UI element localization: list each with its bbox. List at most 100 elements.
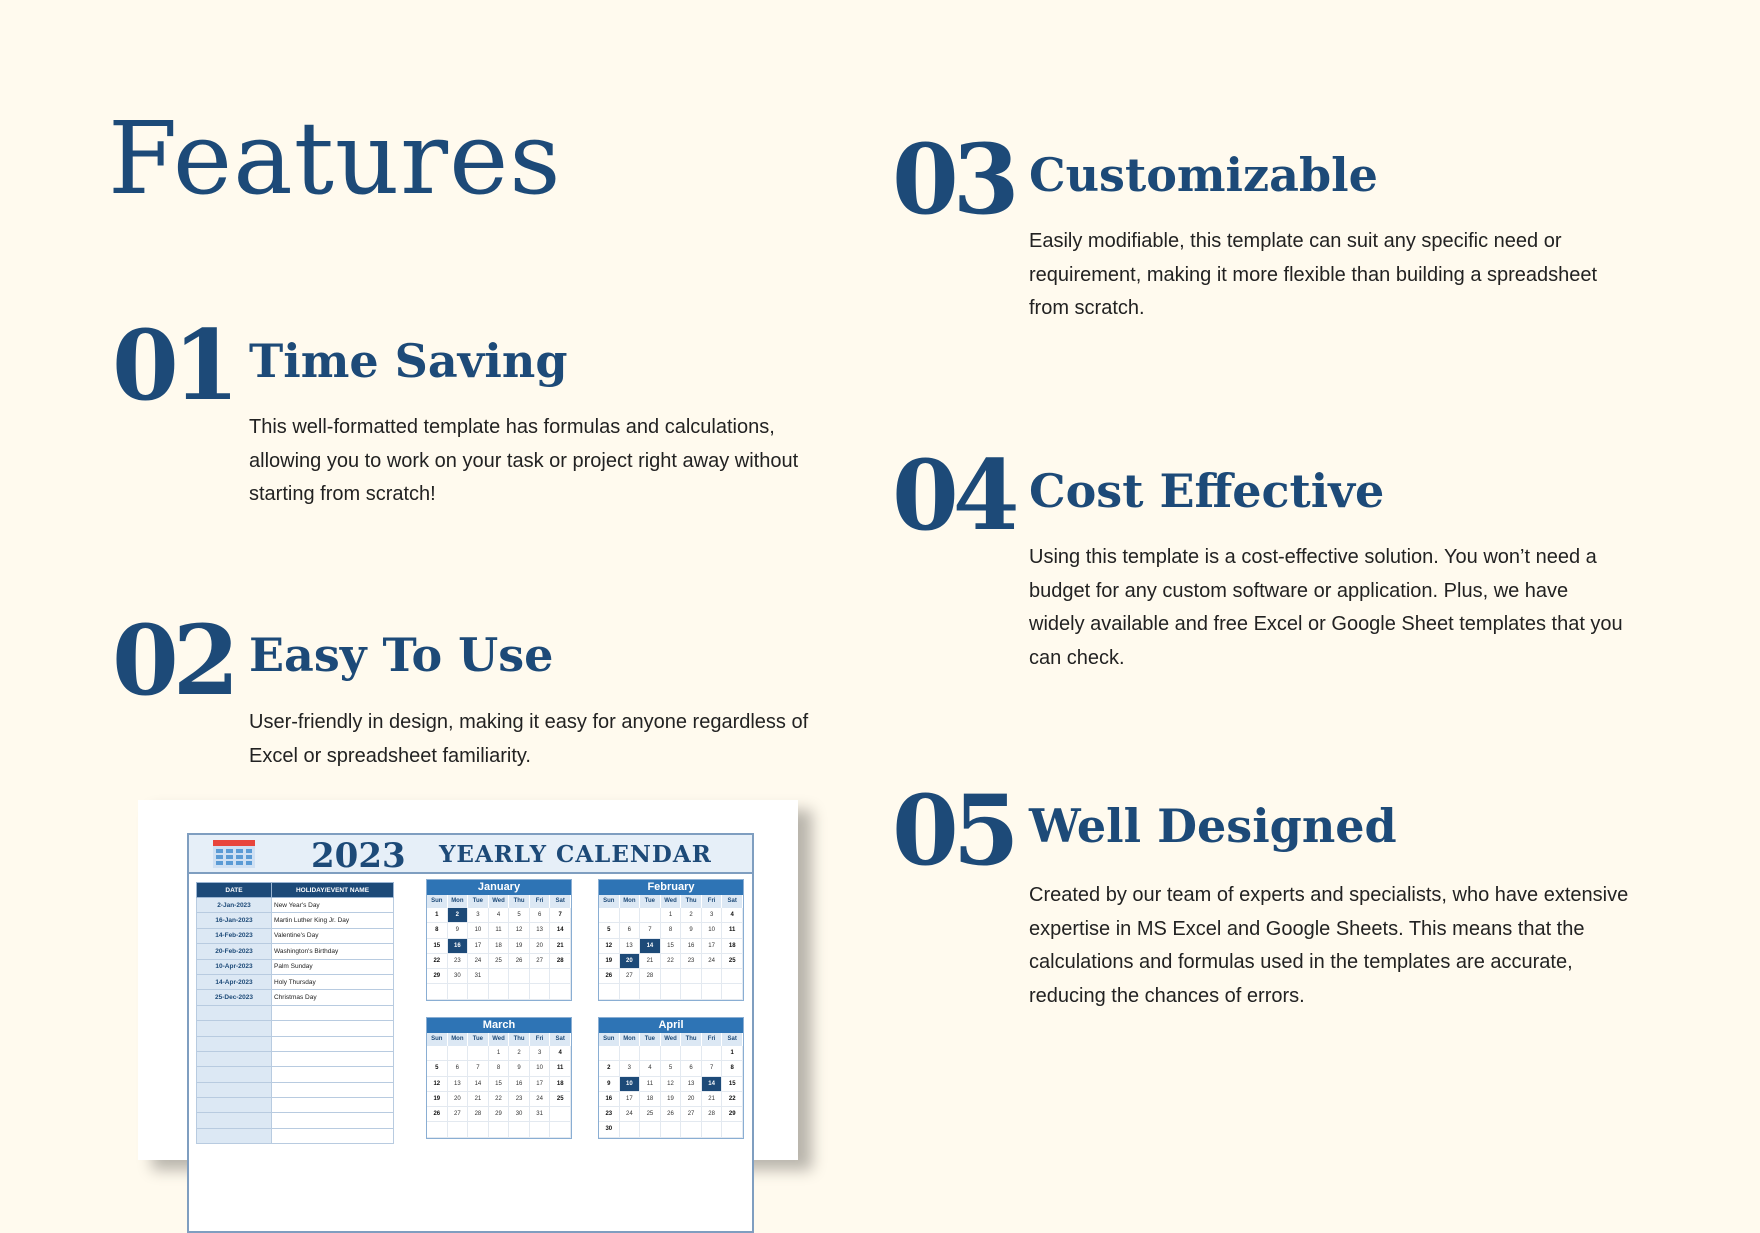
- weekday-header: Sat: [722, 1033, 743, 1046]
- day-cell: 17: [529, 1076, 551, 1092]
- day-cell: 10: [701, 923, 723, 939]
- day-cell: [640, 908, 661, 924]
- weekday-header: Sun: [427, 1033, 448, 1046]
- day-cell: 28: [701, 1107, 723, 1123]
- day-cell: 13: [529, 923, 551, 939]
- day-cell: 15: [488, 1076, 510, 1092]
- day-cell: 9: [509, 1061, 530, 1077]
- event-name: Martin Luther King Jr. Day: [271, 912, 394, 929]
- event-date: 10-Apr-2023: [196, 958, 272, 975]
- event-date: [196, 1112, 272, 1129]
- day-cell: [722, 969, 743, 985]
- event-name: New Year's Day: [271, 896, 394, 914]
- day-cell: [447, 1046, 469, 1062]
- day-cell: [529, 969, 551, 985]
- weekday-header: Mon: [619, 1033, 641, 1046]
- day-cell: 9: [599, 1076, 620, 1092]
- day-cell: 12: [660, 1076, 682, 1092]
- day-cell: 21: [550, 938, 571, 954]
- day-cell: 27: [619, 969, 641, 985]
- feature-title: Cost Effective: [1029, 464, 1385, 518]
- weekday-header: Wed: [488, 1033, 510, 1046]
- day-cell: 12: [509, 923, 530, 939]
- day-cell: 10: [529, 1061, 551, 1077]
- day-cell: 17: [468, 938, 489, 954]
- feature-title: Customizable: [1029, 148, 1378, 202]
- feature-body: This well-formatted template has formula…: [249, 416, 799, 506]
- day-cell: [468, 984, 489, 1000]
- day-cell: [619, 908, 641, 924]
- day-cell: 13: [619, 938, 641, 954]
- event-date: [196, 1035, 272, 1052]
- weekday-header: Sun: [427, 895, 448, 908]
- month-january: January Sun Mon Tue Wed Thu Fri Sat 1 2 3 4 5 6 7 8 9 10 1…: [426, 879, 572, 1001]
- day-cell: 15: [427, 938, 448, 954]
- day-cell: 25: [550, 1091, 571, 1108]
- day-cell: [681, 1046, 702, 1062]
- day-cell: 27: [681, 1107, 702, 1123]
- day-cell: [550, 969, 571, 985]
- day-cell: 25: [722, 953, 743, 970]
- day-cell: [681, 1122, 702, 1138]
- day-cell: 4: [550, 1046, 571, 1062]
- day-cell: [660, 1122, 682, 1138]
- day-cell: 6: [619, 923, 641, 939]
- calendar-title: YEARLY CALENDAR: [439, 841, 712, 868]
- day-cell: [550, 984, 571, 1000]
- event-name: [271, 1081, 394, 1099]
- day-cell: 23: [681, 953, 702, 970]
- day-cell: 3: [468, 908, 489, 924]
- day-cell: 5: [427, 1061, 448, 1077]
- day-cell: 14: [640, 938, 661, 954]
- feature-number: 05: [892, 774, 1020, 887]
- day-cell: 3: [529, 1046, 551, 1062]
- day-cell: 10: [619, 1076, 641, 1092]
- weekday-header: Thu: [681, 1033, 702, 1046]
- day-cell: 5: [660, 1061, 682, 1077]
- event-name: Washington's Birthday: [271, 943, 394, 960]
- table-row: 20-Feb-2023 Washington's Birthday: [196, 943, 394, 960]
- day-cell: [619, 1122, 641, 1138]
- day-cell: [488, 969, 510, 985]
- day-cell: 12: [427, 1076, 448, 1092]
- month-name: January: [427, 880, 571, 895]
- month-name: March: [427, 1018, 571, 1033]
- day-cell: 7: [640, 923, 661, 939]
- feature-number: 04: [892, 439, 1020, 552]
- column-header-event: HOLIDAY/EVENT NAME: [271, 882, 394, 898]
- day-cell: 14: [468, 1076, 489, 1092]
- weekday-header: Thu: [509, 1033, 530, 1046]
- event-date: 16-Jan-2023: [196, 912, 272, 929]
- day-cell: 20: [681, 1091, 702, 1108]
- day-cell: 13: [447, 1076, 469, 1092]
- day-cell: 16: [447, 938, 469, 954]
- event-name: [271, 1112, 394, 1129]
- day-cell: 30: [599, 1122, 620, 1138]
- feature-body: Easily modifiable, this template can sui…: [1029, 230, 1598, 320]
- event-name: [271, 1097, 394, 1114]
- day-cell: 1: [427, 908, 448, 924]
- day-cell: 19: [427, 1091, 448, 1108]
- day-cell: 16: [509, 1076, 530, 1092]
- table-row: [196, 1035, 394, 1052]
- weekday-header: Fri: [701, 1033, 723, 1046]
- column-header-date: DATE: [196, 882, 272, 898]
- weekday-header: Tue: [640, 1033, 661, 1046]
- table-row: 14-Feb-2023 Valentine's Day: [196, 927, 394, 945]
- day-cell: [509, 969, 530, 985]
- weekday-header: Sat: [550, 1033, 571, 1046]
- day-cell: [550, 1107, 571, 1123]
- feature-number: 01: [112, 309, 240, 422]
- day-cell: 29: [488, 1107, 510, 1123]
- month-february: February Sun Mon Tue Wed Thu Fri Sat 1 2 3 4 5 6 7 8 9 10…: [598, 879, 744, 1001]
- day-cell: 17: [701, 938, 723, 954]
- day-cell: 29: [722, 1107, 743, 1123]
- day-cell: [468, 1046, 489, 1062]
- day-cell: [640, 984, 661, 1000]
- feature-body: Using this template is a cost-effective …: [1029, 546, 1623, 669]
- event-date: 14-Apr-2023: [196, 973, 272, 991]
- day-cell: 4: [722, 908, 743, 924]
- day-cell: 4: [640, 1061, 661, 1077]
- day-cell: 16: [681, 938, 702, 954]
- day-cell: 17: [619, 1091, 641, 1108]
